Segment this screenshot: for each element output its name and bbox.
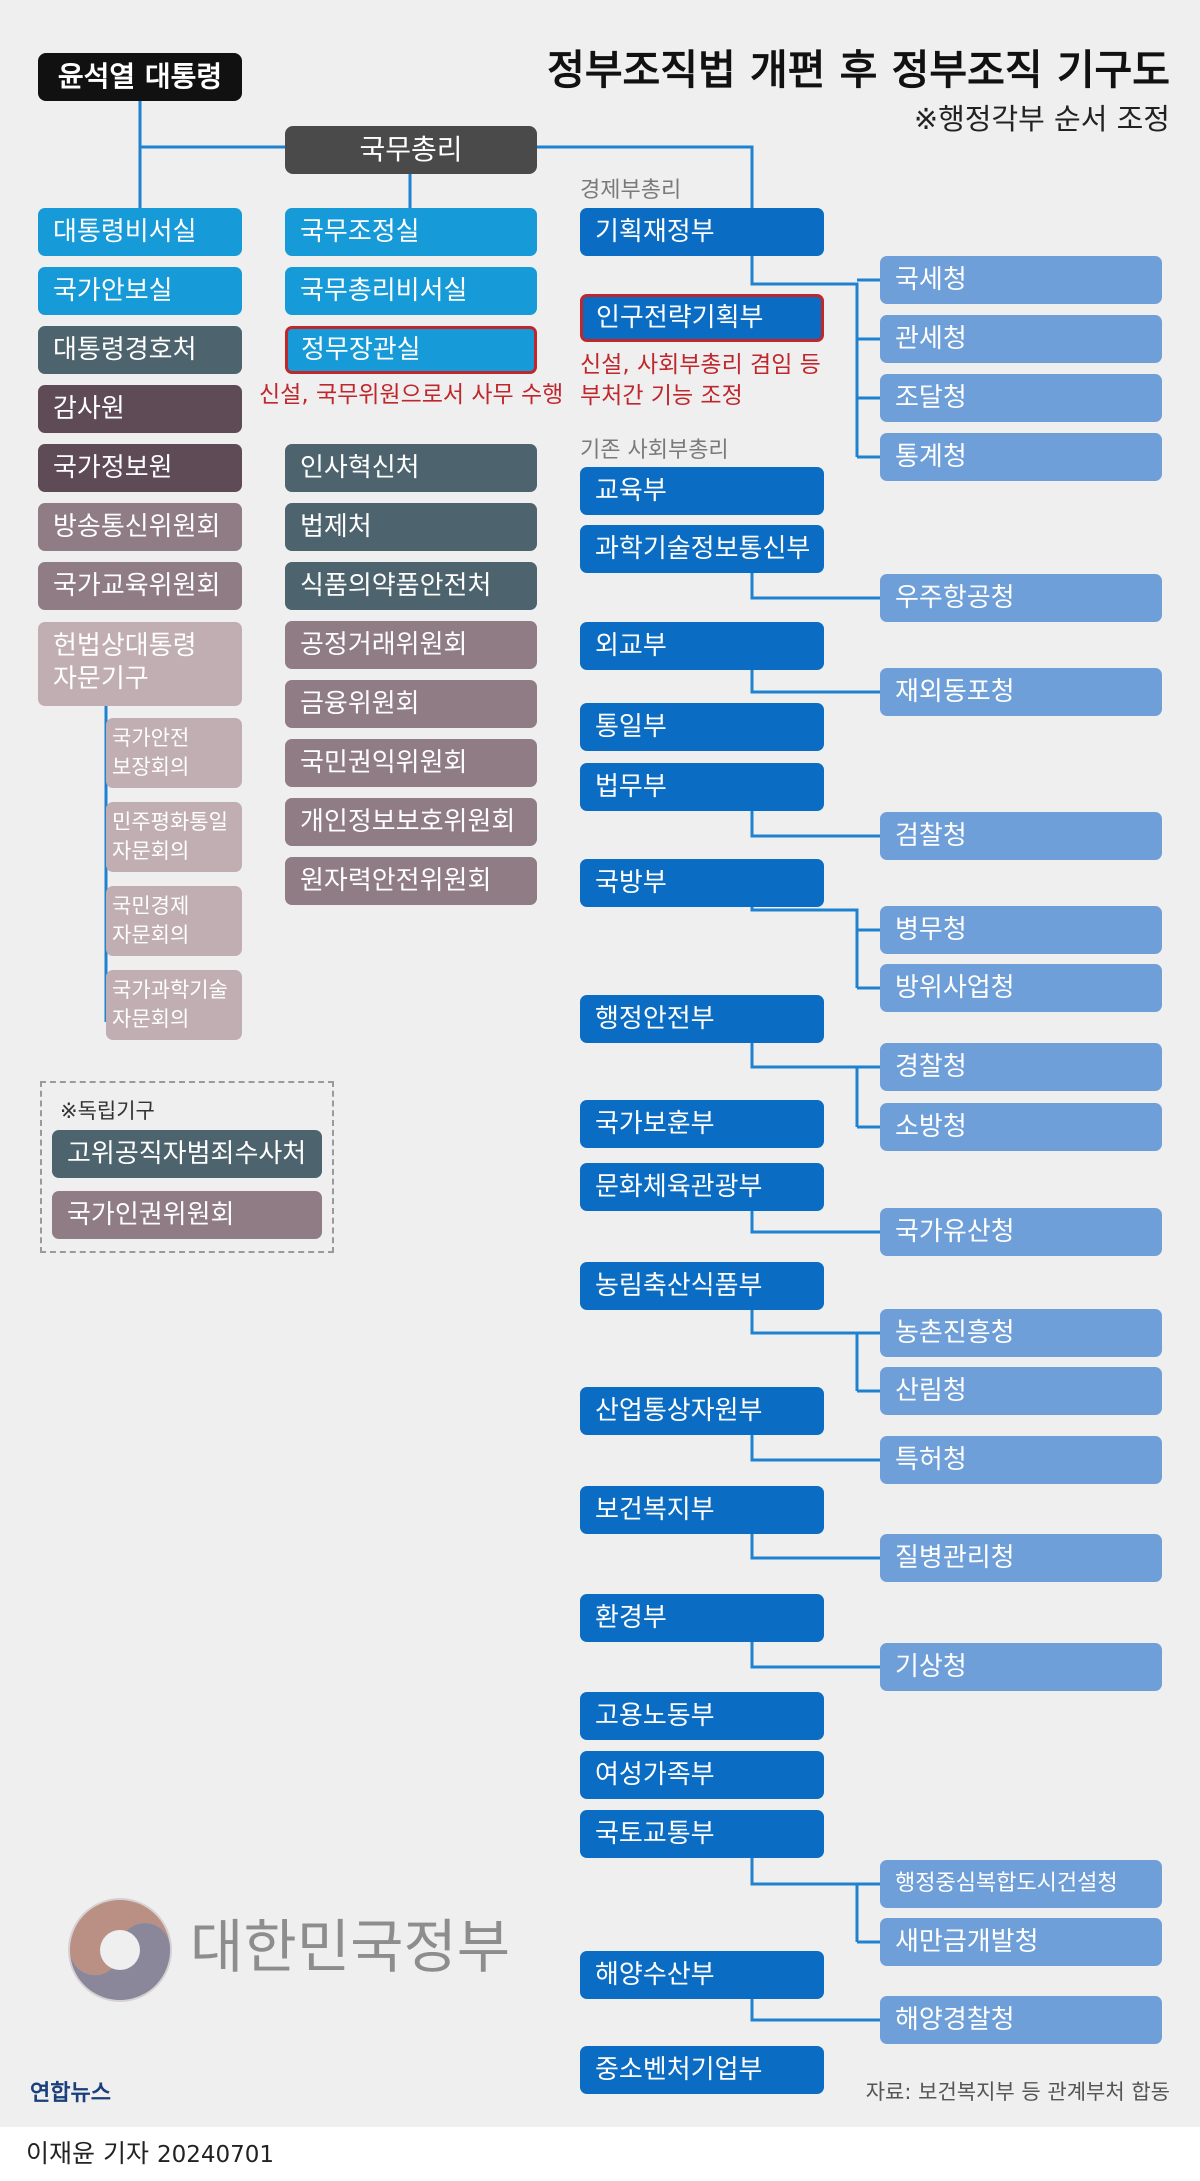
ministry-gender: 여성가족부: [580, 1751, 824, 1799]
economic-council: 국민경제 자문회의: [106, 886, 242, 956]
agency-defense-acquisition: 방위사업청: [880, 964, 1162, 1012]
civil-rights-commission: 국민권익위원회: [285, 739, 537, 787]
intelligence-service: 국가정보원: [38, 444, 242, 492]
independent-agencies-label: ※독립기구: [60, 1099, 155, 1123]
ministry-justice: 법무부: [580, 763, 824, 811]
financial-services-commission: 금융위원회: [285, 680, 537, 728]
byline: 이재윤 기자 20240701: [26, 2134, 274, 2170]
agency-heritage: 국가유산청: [880, 1208, 1162, 1256]
cio-box: 고위공직자범죄수사처: [52, 1130, 322, 1178]
agency-fire: 소방청: [880, 1103, 1162, 1151]
advisory-group-line2: 자문기구: [53, 664, 149, 694]
agency-prosecution: 검찰청: [880, 812, 1162, 860]
legislation-ministry: 법제처: [285, 503, 537, 551]
economic-council-line2: 자문회의: [112, 923, 190, 947]
unification-council-line1: 민주평화통일: [112, 810, 228, 834]
political-affairs-note: 신설, 국무위원으로서 사무 수행: [259, 382, 564, 408]
agency-tax: 국세청: [880, 256, 1162, 304]
agency-statistics: 통계청: [880, 433, 1162, 481]
agency-patent: 특허청: [880, 1436, 1162, 1484]
government-emblem-icon: [68, 1898, 172, 2002]
ministry-defense: 국방부: [580, 859, 824, 907]
security-council-line2: 보장회의: [112, 755, 190, 779]
ministry-sme: 중소벤처기업부: [580, 2046, 824, 2094]
chart-subtitle: ※행정각부 순서 조정: [913, 102, 1170, 136]
food-drug-safety: 식품의약품안전처: [285, 562, 537, 610]
agency-coast-guard: 해양경찰청: [880, 1996, 1162, 2044]
ministry-industry: 산업통상자원부: [580, 1387, 824, 1435]
agency-admin-city: 행정중심복합도시건설청: [880, 1860, 1162, 1908]
agency-rural-development: 농촌진흥청: [880, 1309, 1162, 1357]
education-commission: 국가교육위원회: [38, 562, 242, 610]
ministry-foreign: 외교부: [580, 622, 824, 670]
ministry-labor: 고용노동부: [580, 1692, 824, 1740]
personnel-management: 인사혁신처: [285, 444, 537, 492]
prime-minister-box: 국무총리: [285, 126, 537, 174]
fair-trade-commission: 공정거래위원회: [285, 621, 537, 669]
agency-military-manpower: 병무청: [880, 906, 1162, 954]
ministry-interior: 행정안전부: [580, 995, 824, 1043]
source-note: 자료: 보건복지부 등 관계부처 합동: [865, 2080, 1170, 2104]
agency-aerospace: 우주항공청: [880, 574, 1162, 622]
unification-council: 민주평화통일 자문회의: [106, 802, 242, 872]
ministry-ocean: 해양수산부: [580, 1951, 824, 1999]
president-box: 윤석열 대통령: [38, 53, 242, 101]
agency-overseas-koreans: 재외동포청: [880, 668, 1162, 716]
independent-agencies-box: [40, 1081, 334, 1253]
economic-council-line1: 국민경제: [112, 894, 190, 918]
agency-forest: 산림청: [880, 1367, 1162, 1415]
board-of-audit: 감사원: [38, 385, 242, 433]
political-affairs-office: 정무장관실: [285, 326, 537, 374]
security-council-line1: 국가안전: [112, 726, 190, 750]
ministry-veterans: 국가보훈부: [580, 1100, 824, 1148]
agency-saemangeum: 새만금개발청: [880, 1918, 1162, 1966]
nuclear-safety-commission: 원자력안전위원회: [285, 857, 537, 905]
science-council: 국가과학기술 자문회의: [106, 970, 242, 1040]
ministry-science: 과학기술정보통신부: [580, 525, 824, 573]
agency-procurement: 조달청: [880, 374, 1162, 422]
presidential-secretariat: 대통령비서실: [38, 208, 242, 256]
unification-council-line2: 자문회의: [112, 839, 190, 863]
government-wordmark: 대한민국정부: [190, 1913, 511, 1981]
agency-police: 경찰청: [880, 1043, 1162, 1091]
science-council-line2: 자문회의: [112, 1007, 190, 1031]
ministry-land: 국토교통부: [580, 1810, 824, 1858]
chart-title: 정부조직법 개편 후 정부조직 기구도: [547, 46, 1170, 94]
ministry-environment: 환경부: [580, 1594, 824, 1642]
agency-meteorological: 기상청: [880, 1643, 1162, 1691]
yonhap-logo: 연합뉴스: [30, 2081, 111, 2106]
office-for-government-policy-coordination: 국무조정실: [285, 208, 537, 256]
constitutional-advisory-group: 헌법상대통령 자문기구: [38, 622, 242, 706]
ministry-culture: 문화체육관광부: [580, 1163, 824, 1211]
ministry-education: 교육부: [580, 467, 824, 515]
population-note-line1: 신설, 사회부총리 겸임 등: [580, 352, 821, 378]
population-note-line2: 부처간 기능 조정: [580, 383, 743, 409]
agency-customs: 관세청: [880, 315, 1162, 363]
ministry-population: 인구전략기획부: [580, 294, 824, 342]
science-council-line1: 국가과학기술: [112, 978, 228, 1002]
ministry-health: 보건복지부: [580, 1486, 824, 1534]
presidential-security-service: 대통령경호처: [38, 326, 242, 374]
reporter-name: 이재윤 기자: [26, 2139, 149, 2168]
ministry-unification: 통일부: [580, 703, 824, 751]
ministry-finance: 기획재정부: [580, 208, 824, 256]
broadcasting-commission: 방송통신위원회: [38, 503, 242, 551]
publish-date: 20240701: [156, 2142, 275, 2168]
social-deputy-label: 기존 사회부총리: [580, 438, 729, 463]
national-security-office: 국가안보실: [38, 267, 242, 315]
human-rights-box: 국가인권위원회: [52, 1191, 322, 1239]
advisory-group-line1: 헌법상대통령: [53, 631, 197, 661]
security-council: 국가안전 보장회의: [106, 718, 242, 788]
ministry-agriculture: 농림축산식품부: [580, 1262, 824, 1310]
econ-deputy-label: 경제부총리: [580, 178, 682, 203]
pm-secretariat: 국무총리비서실: [285, 267, 537, 315]
agency-disease-control: 질병관리청: [880, 1534, 1162, 1582]
privacy-commission: 개인정보보호위원회: [285, 798, 537, 846]
